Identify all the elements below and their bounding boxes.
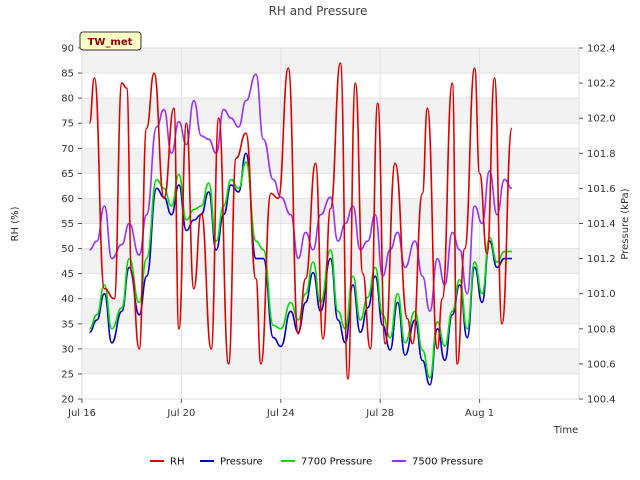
series-layer xyxy=(88,62,513,386)
y-right-tick-label: 101.8 xyxy=(587,149,616,160)
grid-band xyxy=(82,48,579,74)
y-left-tick-label: 40 xyxy=(61,294,74,305)
legend-label-7700-pressure: 7700 Pressure xyxy=(301,457,372,468)
grid-band xyxy=(82,348,579,374)
x-tick-label: Aug 1 xyxy=(465,408,494,419)
y-right-tick-label: 100.6 xyxy=(587,359,616,370)
y-left-tick-label: 70 xyxy=(61,144,74,155)
x-tick-label: Jul 28 xyxy=(365,408,394,419)
y-right-tick-label: 102.2 xyxy=(587,79,616,90)
legend-label-rh: RH xyxy=(170,457,184,468)
grid-band xyxy=(82,298,579,324)
grid-band xyxy=(82,148,579,174)
y-left-tick-label: 45 xyxy=(61,269,74,280)
y-right-tick-label: 101.6 xyxy=(587,184,616,195)
y-right-tick-label: 101.0 xyxy=(587,289,616,300)
y-axis-right: 100.4 100.6 100.8 101.0 101.2 101.4 101.6 101.8… xyxy=(579,44,616,406)
y-axis-right-title: Pressure (kPa) xyxy=(620,188,631,259)
y-left-tick-label: 35 xyxy=(61,319,74,330)
station-badge-box xyxy=(79,31,142,51)
y-left-tick-label: 75 xyxy=(61,119,74,130)
y-right-tick-label: 100.8 xyxy=(587,324,616,335)
y-left-tick-label: 55 xyxy=(61,219,74,230)
chart-title: RH and Pressure xyxy=(269,4,368,18)
x-axis-title: Time xyxy=(553,425,578,436)
y-left-tick-label: 30 xyxy=(61,344,74,355)
y-left-tick-label: 80 xyxy=(61,94,74,105)
y-left-tick-label: 25 xyxy=(61,369,74,380)
y-left-tick-label: 65 xyxy=(61,169,74,180)
station-badge: TW_met xyxy=(79,31,142,51)
y-left-tick-label: 60 xyxy=(61,194,74,205)
series-line-rh xyxy=(88,62,513,380)
x-tick-label: Jul 20 xyxy=(166,408,195,419)
y-right-tick-label: 101.2 xyxy=(587,254,616,265)
y-axis-left: 20 25 30 35 40 45 50 55 60 65 70 75 80 85 90 xyxy=(61,44,82,406)
y-left-tick-label: 90 xyxy=(61,44,74,55)
series-line-7700-pressure xyxy=(89,161,512,379)
legend-label-7500-pressure: 7500 Pressure xyxy=(412,457,483,468)
legend: RH Pressure 7700 Pressure 7500 Pressure xyxy=(150,457,483,468)
series-line-pressure xyxy=(89,152,512,386)
y-left-tick-label: 50 xyxy=(61,244,74,255)
legend-label-pressure: Pressure xyxy=(220,457,263,468)
grid-band xyxy=(82,198,579,224)
y-left-tick-label: 20 xyxy=(61,395,74,406)
y-left-tick-label: 85 xyxy=(61,69,74,80)
y-right-tick-label: 100.4 xyxy=(587,395,616,406)
x-tick-label: Jul 24 xyxy=(266,408,295,419)
x-axis: Jul 16 Jul 20 Jul 24 Jul 28 Aug 1 xyxy=(67,399,494,419)
x-tick-label: Jul 16 xyxy=(67,408,96,419)
y-axis-left-title: RH (%) xyxy=(10,206,21,241)
y-right-tick-label: 102.4 xyxy=(587,44,616,55)
y-right-tick-label: 101.4 xyxy=(587,219,616,230)
grid-band xyxy=(82,98,579,124)
y-right-tick-label: 102.0 xyxy=(587,114,616,125)
station-badge-label: TW_met xyxy=(88,37,133,48)
